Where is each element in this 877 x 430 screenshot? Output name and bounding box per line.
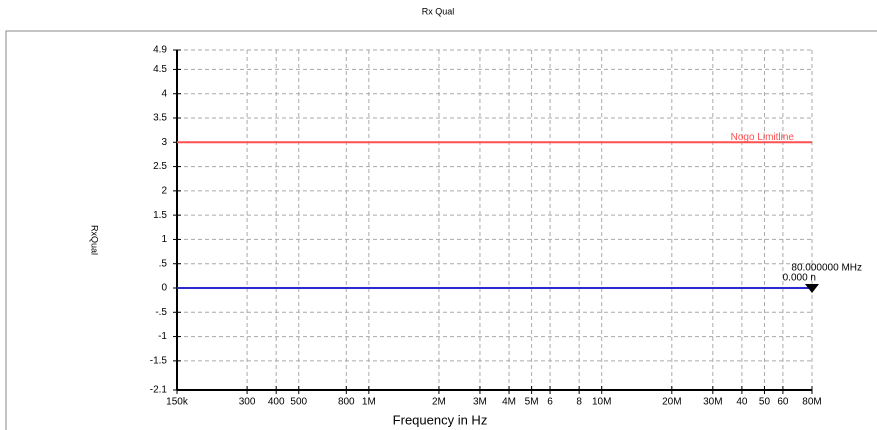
x-tick-label: 50 [759,397,771,408]
x-tick-label: 6 [547,397,553,408]
y-tick-label: -.5 [155,307,167,318]
y-tick-label: 3 [161,137,167,148]
x-tick-label: 8 [576,397,582,408]
y-tick-label: 4.9 [153,45,167,56]
marker [805,284,819,293]
x-tick-label: 300 [239,397,256,408]
y-tick-label: 4 [161,88,167,99]
x-tick-label: 20M [662,397,681,408]
y-axis-label: RxQual [90,225,100,255]
marker-label: 0.000 n [783,273,816,284]
y-tick-label: 1.5 [153,210,167,221]
x-tick-label: 3M [473,397,487,408]
x-axis-label: Frequency in Hz [393,412,488,427]
y-tick-label: 3.5 [153,113,167,124]
y-tick-label: 2 [161,185,167,196]
line-label: Nogo Limitline [731,132,795,143]
x-tick-label: 1M [362,397,376,408]
frame [5,30,877,430]
y-tick-label: 4.5 [153,64,167,75]
y-tick-label: 1 [161,234,167,245]
x-tick-label: 400 [268,397,285,408]
x-tick-label: 30M [703,397,722,408]
x-tick-label: 40 [736,397,748,408]
y-tick-label: -1 [158,331,167,342]
y-tick-label: -2.1 [150,385,168,396]
y-tick-label: 2.5 [153,161,167,172]
x-tick-label: 4M [502,397,516,408]
y-tick-label: -1.5 [150,355,168,366]
x-tick-label: 500 [290,397,307,408]
x-tick-label: 80M [802,397,821,408]
x-tick-label: 5M [525,397,539,408]
chart-title: Rx Qual [422,6,455,16]
marker-label: 80.000000 MHz [791,263,862,274]
x-tick-label: 800 [338,397,355,408]
x-tick-label: 10M [592,397,611,408]
x-tick-label: 2M [432,397,446,408]
x-tick-label: 60 [777,397,789,408]
x-tick-label: 150k [166,397,189,408]
y-tick-label: 0 [161,283,167,294]
y-tick-label: .5 [159,258,168,269]
